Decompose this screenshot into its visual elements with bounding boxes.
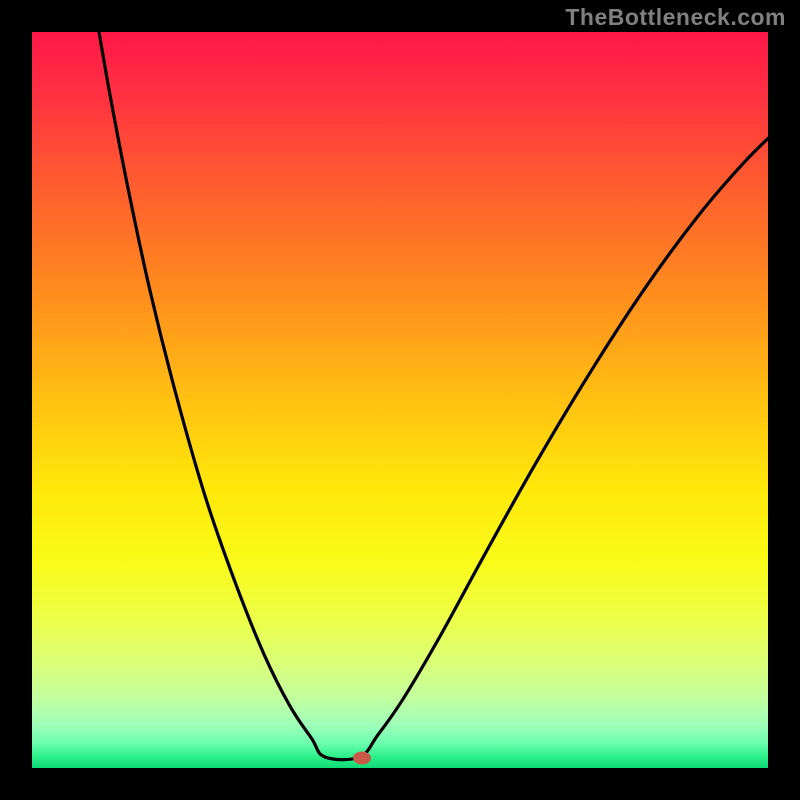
- optimum-marker: [353, 751, 371, 764]
- watermark-text: TheBottleneck.com: [565, 4, 786, 31]
- chart-frame: { "watermark": { "text": "TheBottleneck.…: [0, 0, 800, 800]
- gradient-background: [32, 32, 768, 768]
- plot-area: [32, 32, 768, 768]
- bottleneck-curve: [32, 32, 768, 768]
